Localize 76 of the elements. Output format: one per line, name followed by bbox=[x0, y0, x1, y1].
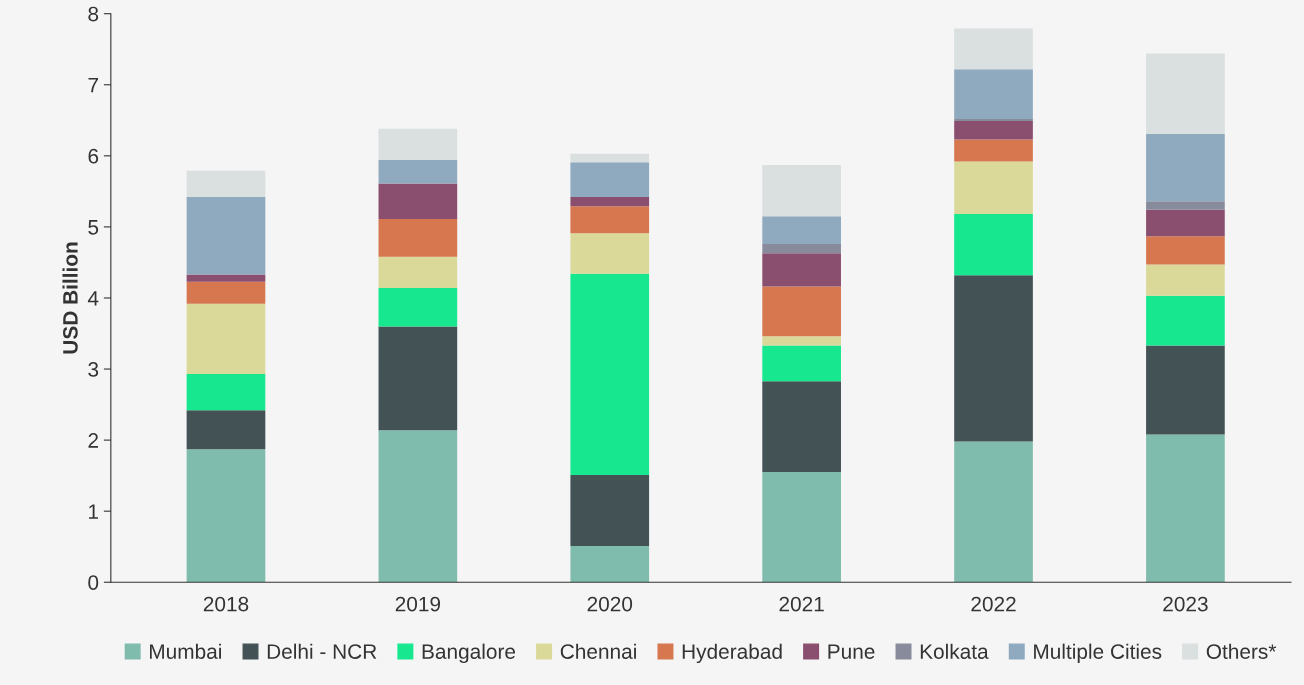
bar bbox=[378, 219, 458, 257]
bar bbox=[378, 430, 458, 583]
bar bbox=[570, 474, 650, 546]
bar bbox=[1146, 295, 1225, 346]
bar bbox=[1146, 209, 1225, 237]
bar bbox=[378, 128, 458, 161]
bar bbox=[762, 345, 841, 382]
y-axis-title: USD Billion bbox=[62, 242, 78, 354]
bar bbox=[570, 233, 650, 274]
y-tick-label: 6 bbox=[88, 148, 99, 164]
bar bbox=[186, 410, 266, 450]
x-tick-label: 2019 bbox=[395, 596, 441, 612]
bar bbox=[186, 303, 266, 375]
bar bbox=[954, 139, 1033, 162]
legend-label: Pune bbox=[828, 644, 875, 659]
bar bbox=[378, 160, 458, 184]
y-tick-label: 7 bbox=[88, 77, 98, 93]
x-tick-label: 2018 bbox=[203, 596, 249, 612]
y-tick-label: 1 bbox=[89, 504, 99, 519]
legend-label: Mumbai bbox=[150, 643, 221, 659]
x-tick-label: 2021 bbox=[779, 596, 824, 612]
bar bbox=[762, 286, 841, 337]
bar bbox=[186, 170, 266, 198]
bar bbox=[570, 197, 650, 207]
bar bbox=[570, 153, 650, 163]
bar bbox=[186, 274, 266, 282]
y-tick-label: 5 bbox=[88, 220, 99, 235]
bar bbox=[954, 275, 1033, 442]
bar bbox=[1146, 345, 1225, 435]
bar bbox=[186, 374, 266, 411]
bar bbox=[186, 449, 266, 583]
legend-label: Others* bbox=[1206, 643, 1277, 659]
bar bbox=[378, 183, 458, 220]
bar bbox=[378, 326, 458, 431]
bar bbox=[762, 472, 841, 583]
bar bbox=[378, 256, 458, 289]
bar bbox=[954, 28, 1033, 70]
bar bbox=[570, 162, 650, 198]
legend-label: Hyderabad bbox=[682, 643, 782, 664]
bar bbox=[1146, 236, 1225, 265]
legend-label: Kolkata bbox=[920, 643, 989, 659]
bar bbox=[954, 69, 1033, 119]
y-tick-label: 0 bbox=[88, 575, 99, 590]
bar bbox=[762, 336, 841, 346]
bar bbox=[1146, 53, 1225, 134]
bar bbox=[954, 118, 1033, 122]
y-tick-label: 8 bbox=[88, 6, 99, 22]
x-tick-label: 2023 bbox=[1163, 596, 1208, 612]
y-tick-label: 4 bbox=[87, 291, 99, 306]
bar bbox=[762, 253, 841, 287]
bar bbox=[954, 441, 1033, 583]
bar bbox=[1146, 133, 1225, 202]
bar bbox=[570, 206, 650, 234]
bar bbox=[762, 216, 841, 244]
bar bbox=[1146, 201, 1225, 210]
y-tick-label: 3 bbox=[88, 362, 99, 377]
x-tick-label: 2020 bbox=[587, 596, 633, 612]
bar bbox=[570, 546, 650, 583]
bar bbox=[186, 197, 266, 275]
bar bbox=[762, 243, 841, 254]
bar bbox=[1146, 434, 1225, 583]
bar bbox=[570, 273, 650, 475]
bar bbox=[762, 165, 841, 217]
bar bbox=[1146, 264, 1225, 296]
legend-label: Chennai bbox=[560, 643, 636, 659]
bar bbox=[954, 161, 1033, 215]
bar bbox=[762, 381, 841, 473]
bar bbox=[186, 281, 266, 304]
bar bbox=[954, 121, 1033, 140]
x-tick-label: 2022 bbox=[971, 596, 1016, 612]
legend-label: Delhi - NCR bbox=[267, 643, 377, 659]
bar bbox=[378, 288, 458, 327]
y-tick-label: 2 bbox=[88, 433, 98, 448]
legend-label: Multiple Cities bbox=[1034, 643, 1162, 664]
bar bbox=[954, 214, 1033, 276]
legend-label: Bangalore bbox=[422, 643, 516, 664]
